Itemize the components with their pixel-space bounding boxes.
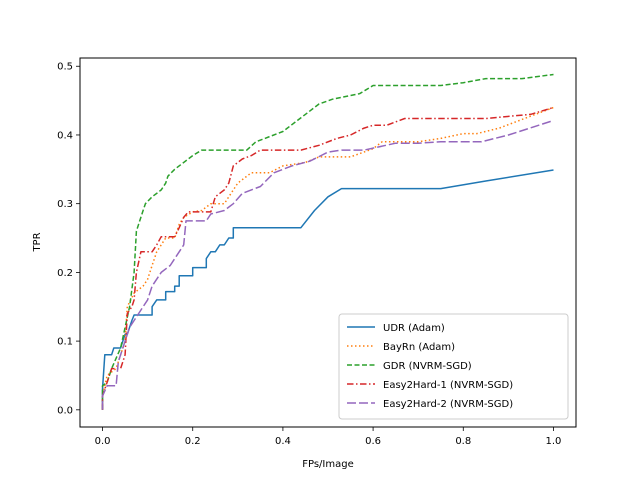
legend-label-3: GDR (NVRM-SGD)	[383, 361, 472, 372]
y-tick-label: 0.0	[57, 405, 73, 416]
series-layer	[101, 73, 554, 410]
x-axis: 0.0 0.2 0.4 0.6 0.8 1.0	[95, 427, 562, 447]
legend-label-4: Easy2Hard-1 (NVRM-SGD)	[383, 380, 513, 391]
y-tick-label: 0.2	[57, 268, 73, 279]
y-axis-label: TPR	[32, 232, 43, 252]
y-tick-label: 0.3	[57, 199, 73, 210]
y-tick-label: 0.1	[57, 337, 73, 348]
x-axis-label: FPs/Image	[302, 459, 354, 470]
legend-box	[338, 313, 569, 420]
x-tick-label: 1.0	[546, 436, 562, 447]
series-line-2	[101, 106, 554, 410]
plot-frame	[79, 57, 577, 428]
series-line-5	[101, 119, 554, 410]
x-tick-label: 0.8	[455, 436, 471, 447]
legend-label-5: Easy2Hard-2 (NVRM-SGD)	[383, 399, 513, 410]
y-tick-label: 0.4	[57, 130, 73, 141]
x-tick-label: 0.2	[185, 436, 201, 447]
series-line-4	[101, 106, 554, 410]
legend-label-2: BayRn (Adam)	[383, 342, 455, 353]
x-tick-label: 0.0	[95, 436, 111, 447]
x-tick-label: 0.4	[275, 436, 291, 447]
legend-label-1: UDR (Adam)	[383, 323, 445, 334]
legend: UDR (Adam) BayRn (Adam) GDR (NVRM-SGD) Easy…	[338, 313, 569, 420]
y-axis: 0.0 0.1 0.2 0.3 0.4 0.5	[57, 62, 80, 416]
x-tick-label: 0.6	[365, 436, 381, 447]
series-line-1	[101, 169, 554, 410]
y-tick-label: 0.5	[57, 62, 73, 73]
